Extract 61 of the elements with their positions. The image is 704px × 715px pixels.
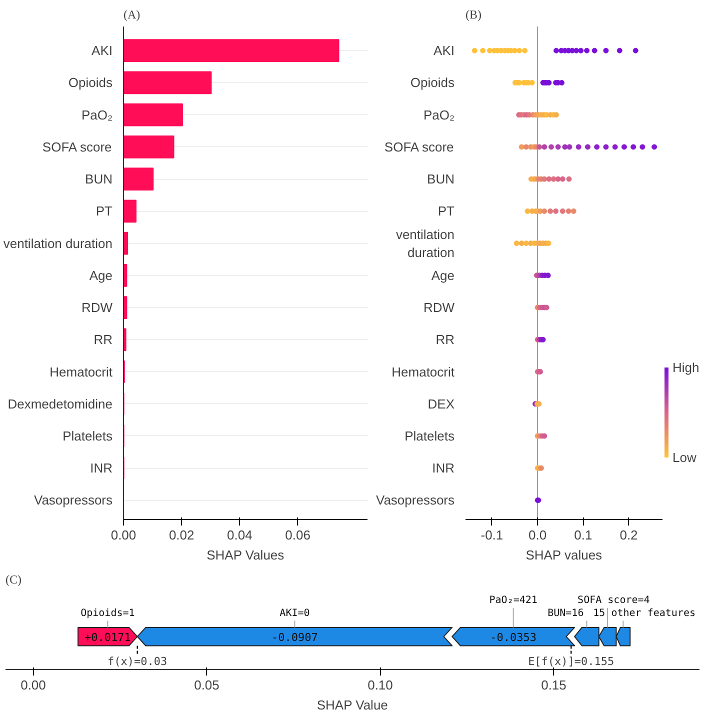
ref-line-label: E[f(x)]=0.155 — [528, 654, 614, 668]
y-tick-label: SOFA score — [384, 139, 454, 154]
y-tick-label: RDW — [81, 300, 114, 316]
x-tick-label: 0.00 — [110, 528, 136, 542]
x-tick-label: 0.05 — [194, 678, 220, 692]
chart-title: (B) — [466, 8, 482, 22]
y-tick-label: Opioids — [68, 75, 113, 90]
y-tick-label: Hematocrit — [392, 364, 455, 380]
x-axis-title: SHAP Value — [316, 698, 388, 712]
x-tick-label: 0.10 — [368, 678, 393, 692]
x-axis-title: SHAP values — [526, 548, 603, 562]
x-tick-label: 0.1 — [574, 528, 592, 542]
y-tick-label: Age — [89, 268, 113, 283]
y-tick-label: SOFA score — [42, 139, 112, 154]
chart-title: (A) — [124, 8, 140, 22]
y-tick-label: Vasopressors — [376, 492, 455, 508]
y-tick-label: PaO₂ — [81, 107, 113, 122]
x-tick-label: 0.0 — [528, 528, 547, 542]
color-bar-label: High — [672, 360, 700, 375]
text: PaO₂=421 — [489, 595, 538, 606]
chart-title: (C) — [6, 572, 22, 586]
y-tick-label: Opioids — [410, 75, 455, 90]
y-tick-label: INR — [90, 460, 112, 476]
data-label: +0.0171 — [84, 631, 131, 644]
color-bar-label: Low — [672, 450, 697, 465]
y-tick-label: RR — [436, 332, 455, 348]
x-tick-label: 0.06 — [285, 528, 310, 542]
x-tick-label: 0.04 — [227, 528, 252, 542]
x-tick-label: -0.1 — [480, 528, 504, 542]
series-label: BUN=16 — [548, 608, 584, 619]
y-tick-label: Platelets — [404, 428, 455, 444]
y-tick-label: AKI — [434, 43, 455, 58]
series-label: AKI=0 — [280, 608, 310, 619]
y-tick-label: ventilation duration — [396, 226, 455, 260]
y-tick-label: Hematocrit — [50, 364, 113, 380]
x-tick-label: 0.15 — [541, 678, 566, 692]
y-tick-label: AKI — [92, 43, 113, 58]
y-tick-label: DEX — [428, 396, 455, 412]
ref-line-label: f(x)=0.03 — [108, 654, 168, 668]
y-tick-label: Dexmedetomidine — [8, 396, 113, 412]
y-tick-label: Vasopressors — [34, 492, 113, 508]
y-tick-label: Platelets — [62, 428, 113, 444]
x-tick-label: 0.00 — [20, 678, 46, 692]
text: SOFA score=4 — [578, 595, 650, 606]
y-tick-label: PT — [96, 204, 113, 219]
y-tick-label: PaO₂ — [423, 107, 455, 122]
y-tick-label: BUN — [427, 172, 455, 187]
y-tick-label: RR — [94, 332, 113, 348]
y-tick-label: Age — [431, 268, 455, 283]
x-tick-label: 0.02 — [168, 528, 194, 542]
y-tick-label: PT — [438, 204, 455, 219]
data-label: -0.0353 — [490, 631, 537, 644]
data-label: -0.0907 — [272, 631, 318, 644]
y-tick-label: BUN — [85, 172, 113, 187]
x-tick-label: 0.2 — [620, 528, 638, 542]
series-label: Opioids=1 — [80, 608, 135, 619]
y-tick-label: RDW — [423, 300, 456, 316]
y-tick-label: INR — [432, 460, 454, 476]
x-axis-title: SHAP Values — [206, 548, 285, 562]
series-label: 15 other features — [593, 608, 696, 619]
y-tick-label: ventilation duration — [3, 236, 113, 251]
